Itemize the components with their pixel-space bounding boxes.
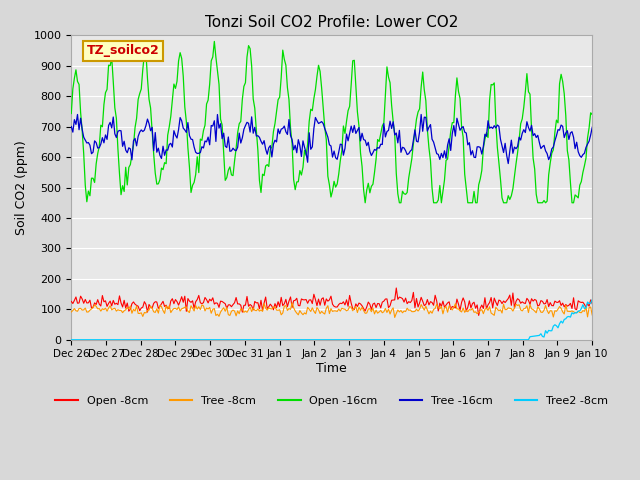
Legend: Open -8cm, Tree -8cm, Open -16cm, Tree -16cm, Tree2 -8cm: Open -8cm, Tree -8cm, Open -16cm, Tree -… [51, 391, 612, 410]
Title: Tonzi Soil CO2 Profile: Lower CO2: Tonzi Soil CO2 Profile: Lower CO2 [205, 15, 458, 30]
Text: TZ_soilco2: TZ_soilco2 [87, 45, 159, 58]
Y-axis label: Soil CO2 (ppm): Soil CO2 (ppm) [15, 140, 28, 235]
X-axis label: Time: Time [316, 362, 347, 375]
